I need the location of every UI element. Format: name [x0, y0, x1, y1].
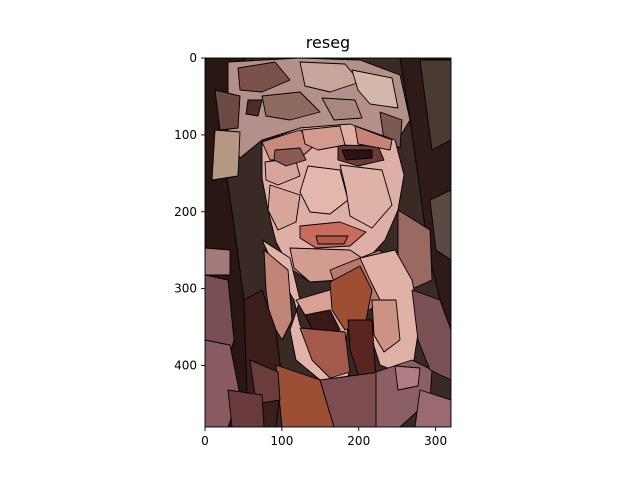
- figure-title: reseg: [306, 33, 350, 52]
- y-tick-label: 300: [174, 282, 197, 296]
- x-axis: 0 100 200 300: [201, 427, 447, 448]
- x-tick-label: 300: [424, 434, 447, 448]
- segmented-image: [205, 58, 451, 427]
- y-tick-label: 100: [174, 128, 197, 142]
- y-tick-label: 200: [174, 205, 197, 219]
- x-tick-label: 100: [270, 434, 293, 448]
- y-tick-label: 400: [174, 359, 197, 373]
- x-tick-label: 0: [201, 434, 209, 448]
- y-tick-label: 0: [189, 51, 197, 65]
- x-tick-label: 200: [347, 434, 370, 448]
- y-axis: 0 100 200 300 400: [174, 51, 205, 373]
